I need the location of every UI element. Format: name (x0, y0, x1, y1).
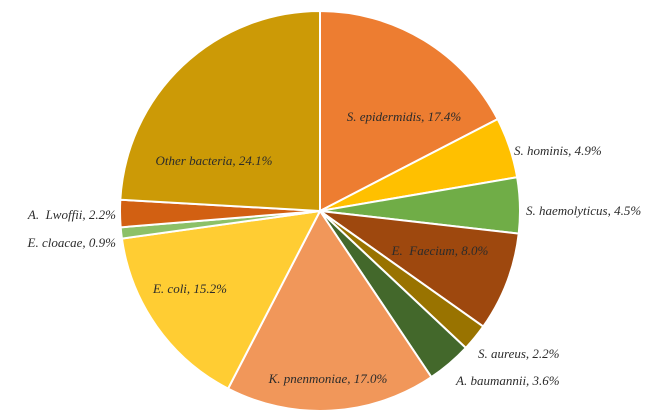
pie-slice (120, 209, 322, 390)
pie-labels: S. epidermidis, 17.4% S. hominis, 4.9% S. … (27, 109, 642, 388)
pie-slice (119, 9, 321, 213)
slice-label: Other bacteria, 24.1% (156, 153, 273, 168)
pie-slice (319, 210, 520, 328)
slice-label: S. haemolyticus, 4.5% (526, 203, 641, 218)
slice-label: A. baumannii, 3.6% (455, 373, 560, 388)
slice-label: S. aureus, 2.2% (478, 346, 560, 361)
slice-label: E. Faecium, 8.0% (391, 243, 489, 258)
pie-slice (319, 9, 499, 213)
pie-slices (119, 9, 521, 412)
slice-label: E. cloacae, 0.9% (27, 235, 117, 250)
slice-label: E. coli, 15.2% (152, 281, 227, 296)
slice-label: S. hominis, 4.9% (514, 143, 602, 158)
slice-label: A. Lwoffii, 2.2% (27, 207, 116, 222)
slice-label: S. epidermidis, 17.4% (347, 109, 462, 124)
slice-label: K. pnenmoniae, 17.0% (268, 371, 388, 386)
pie-slice (226, 209, 433, 412)
